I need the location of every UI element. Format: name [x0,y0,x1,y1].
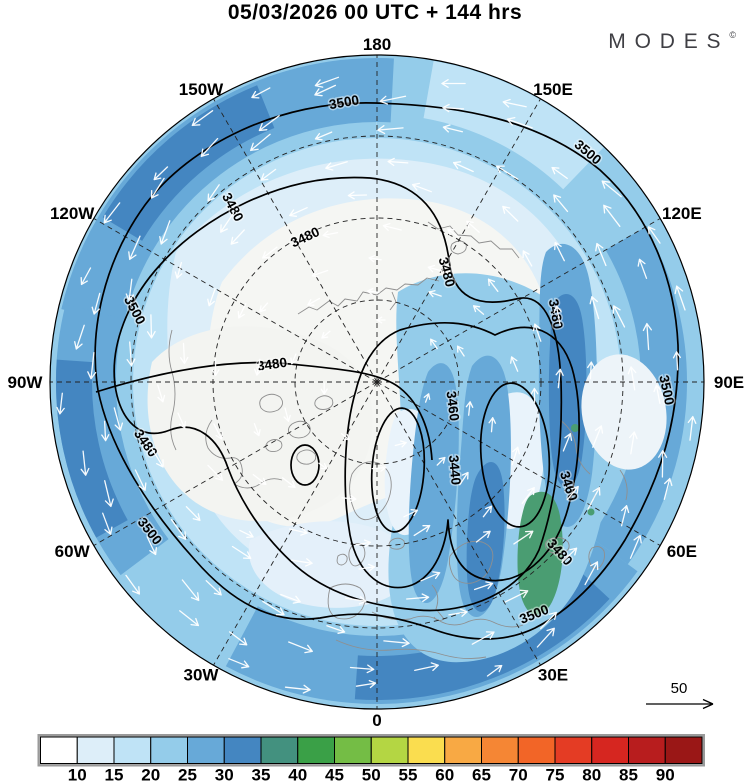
contour-3500 [94,102,679,640]
trough-shading [384,243,667,663]
colorbar-cell [297,736,335,764]
map-boundary-circle [49,54,705,710]
svg-text:30W: 30W [184,666,220,685]
svg-text:3480: 3480 [256,355,288,374]
modes-logo-mark: © [729,30,736,40]
coastlines [168,221,628,660]
wind-speed-colorbar: 10 15 20 25 30 35 40 45 50 55 60 65 70 75 80 85 90 [37,734,705,782]
svg-text:3500: 3500 [328,92,360,112]
svg-text:150E: 150E [533,80,573,99]
colorbar-cell [40,736,78,764]
lat-lon-graticule [50,55,704,709]
contour-3480-inner [95,361,433,461]
colorbar-cell [554,736,593,764]
colorbar-cell [260,736,299,764]
colorbar-tick-label: 25 [178,766,197,782]
modes-logo: MODES© [608,30,736,54]
svg-text:60W: 60W [55,542,91,561]
colorbar-cell [150,736,188,764]
vector-scale-value: 50 [671,680,688,697]
svg-text:30E: 30E [538,666,568,685]
svg-text:120W: 120W [50,204,95,223]
chart-title: 05/03/2026 00 UTC + 144 hrs [227,1,523,24]
colorbar-tick-label: 15 [105,766,124,782]
colorbar-cell [113,736,152,764]
colorbar-tick-label: 50 [362,766,381,782]
colorbar-tick-label: 40 [288,766,307,782]
colorbar-tick-label: 35 [252,766,271,782]
vector-scale-legend: 50 [646,680,714,710]
colorbar-tick-label: 85 [619,766,638,782]
colorbar-tick-label: 20 [141,766,160,782]
svg-text:0: 0 [372,711,381,730]
compass-labels: 180 150E 120E 90E 60E 30E 0 30W 60W 90W 120W 150W [8,35,745,730]
colorbar-cell [370,736,409,764]
svg-text:60E: 60E [667,542,697,561]
height-contours [94,102,679,640]
colorbar-tick-label: 10 [68,766,87,782]
colorbar-cell [517,736,556,764]
colorbar-tick-label: 90 [656,766,675,782]
colorbar-tick-label: 30 [215,766,234,782]
colorbar-cell [223,736,262,764]
contour-3440-east-lobe [479,382,551,528]
high-wind-green-patch [517,424,595,615]
modes-logo-text: MODES [608,30,730,53]
map-layers: 3500350035003500350035003480348034803480… [50,55,704,709]
colorbar-cell [664,736,703,764]
svg-text:150W: 150W [179,80,224,99]
wind-arrows [56,76,697,694]
colorbar-cell [407,736,446,764]
colorbar-cell [334,736,372,764]
colorbar-cell [591,736,629,764]
svg-text:3480: 3480 [546,298,566,330]
svg-text:180: 180 [363,35,391,54]
svg-text:3440: 3440 [446,454,464,485]
svg-text:120E: 120E [662,204,702,223]
svg-text:3460: 3460 [444,390,463,422]
svg-text:90W: 90W [8,373,44,392]
colorbar-tick-label: 45 [325,766,344,782]
colorbar-cell [444,736,482,764]
colorbar-cell [76,736,115,764]
vector-scale-arrow [646,698,714,710]
colorbar-cell [481,736,519,764]
contour-3460 [344,322,580,589]
colorbar-cell [628,736,666,764]
contour-small-closed [290,444,320,486]
colorbar-tick-label: 55 [399,766,418,782]
colorbar-tick-label: 70 [509,766,528,782]
colorbar-tick-label: 80 [582,766,601,782]
colorbar-cell [187,736,225,764]
colorbar-tick-label: 75 [546,766,565,782]
colorbar-tick-label: 60 [435,766,454,782]
svg-text:90E: 90E [714,373,744,392]
colorbar-tick-label: 65 [472,766,491,782]
